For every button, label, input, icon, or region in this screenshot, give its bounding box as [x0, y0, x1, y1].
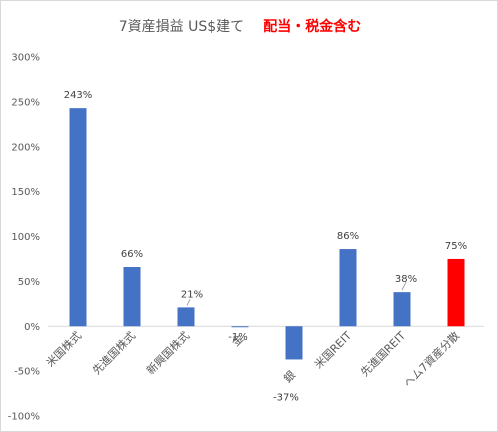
bar [285, 326, 303, 360]
category-label: ヘム7資産分散 [401, 328, 463, 390]
bar [231, 326, 249, 328]
category-label: 先進国REIT [358, 329, 408, 379]
data-label: -1% [228, 332, 247, 343]
data-label: 66% [121, 249, 143, 260]
y-tick-label: 50% [18, 277, 40, 288]
data-label: 75% [445, 241, 467, 252]
data-label: -37% [273, 392, 299, 403]
y-tick-label: 200% [11, 142, 40, 153]
leader-line [186, 299, 191, 306]
category-label: 銀 [280, 368, 298, 386]
data-label: 86% [337, 231, 359, 242]
data-label: 21% [181, 289, 203, 300]
chart-title: 7資産損益 US$建て 配当・税金含む [119, 16, 362, 35]
y-tick-label: 300% [11, 53, 40, 64]
data-label: 243% [64, 90, 93, 101]
chart-title-accent: 配当・税金含む [263, 18, 361, 35]
y-tick-label: 0% [24, 322, 40, 333]
y-tick-label: 100% [11, 232, 40, 243]
y-axis: 300% 250% 200% 150% 100% 50% 0% -50% -100% [8, 53, 40, 423]
bar [339, 249, 357, 327]
category-label: 米国REIT [312, 329, 354, 371]
leader-line [401, 281, 407, 291]
category-label: 先進国株式 [89, 328, 138, 377]
category-label: 新興国株式 [143, 328, 192, 377]
y-tick-label: -100% [8, 412, 40, 423]
chart-title-main: 7資産損益 US$建て [119, 19, 244, 35]
y-tick-label: -50% [14, 367, 40, 378]
category-label: 米国株式 [43, 328, 84, 369]
bar [123, 267, 141, 327]
bar [393, 292, 411, 327]
data-label: 38% [395, 274, 417, 285]
y-tick-label: 250% [11, 97, 40, 108]
bar [177, 307, 195, 327]
y-tick-label: 150% [11, 187, 40, 198]
bar-series [48, 108, 484, 360]
data-labels: 243% 66% 21% -1% -37% 86% 38% 75% [64, 90, 467, 403]
bar [69, 108, 87, 327]
bar [447, 258, 465, 327]
